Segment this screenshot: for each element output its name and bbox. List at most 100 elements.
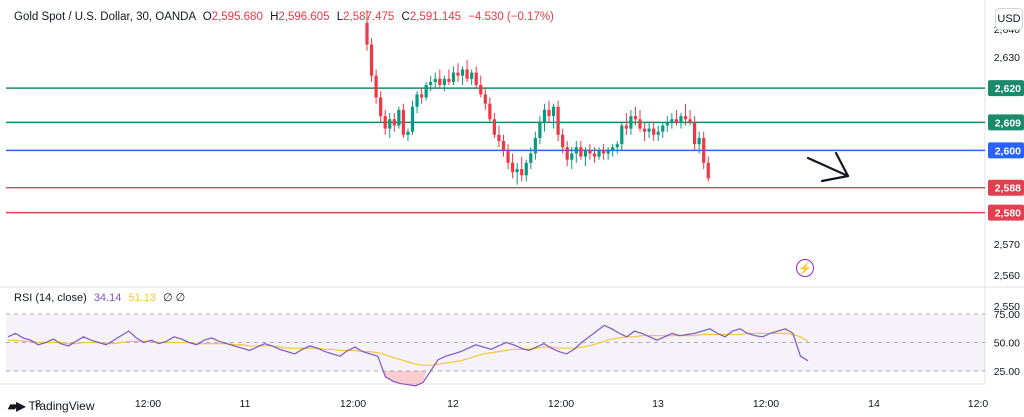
level-label: 2,580: [995, 208, 1021, 220]
candle-body: [570, 153, 574, 160]
level-badge: [988, 142, 1024, 159]
price-tick-label: 2,560: [994, 270, 1020, 282]
candle-body: [679, 116, 683, 123]
candle-body: [369, 44, 374, 76]
candle-body: [474, 72, 478, 86]
candle-body: [388, 119, 392, 129]
level-badge: [988, 204, 1024, 221]
change-value: −4.530 (−0.17%): [468, 11, 554, 23]
symbol-title: Gold Spot / U.S. Dollar, 30, OANDA: [14, 11, 196, 23]
candle-body: [374, 75, 378, 98]
candle-body: [488, 103, 492, 120]
candle-body: [642, 128, 647, 132]
candle-body: [565, 147, 569, 160]
candle-body: [624, 125, 628, 129]
candle-body: [383, 116, 387, 129]
candle-body: [492, 119, 496, 135]
candle-body: [602, 150, 606, 154]
time-tick-label: 12:00: [340, 398, 366, 410]
rsi-ma-value: 51.13: [128, 292, 156, 304]
time-tick-label: 8: [35, 398, 41, 410]
candle-body: [456, 72, 460, 76]
candle-body: [397, 109, 401, 126]
candle-body: [424, 85, 428, 98]
lightning-icon[interactable]: ⚡: [796, 259, 814, 277]
candle-body: [629, 116, 633, 129]
level-badge: [988, 114, 1024, 131]
candle-body: [652, 128, 656, 135]
candle-body: [533, 137, 537, 154]
candle-body: [611, 147, 615, 151]
candle-body: [538, 122, 542, 138]
candle-body: [506, 150, 510, 163]
candle-body: [451, 72, 456, 82]
candle-body: [683, 116, 688, 120]
price-tick-label: 2,570: [994, 239, 1020, 251]
rsi-header: RSI (14, close) 34.14 51.13 ∅ ∅: [14, 291, 185, 304]
candle-body: [620, 125, 624, 145]
low-label: L: [336, 11, 344, 23]
open-value: 2,595.680: [211, 11, 263, 23]
price-tick-label: 2,550: [994, 301, 1020, 313]
symbol-header: Gold Spot / U.S. Dollar, 30, OANDA O2,59…: [14, 11, 554, 23]
time-tick-label: 12:00: [548, 398, 574, 410]
time-tick-label: 12: [447, 398, 459, 410]
candle-body: [501, 141, 506, 151]
candle-body: [460, 69, 465, 76]
time-tick-label: 13: [652, 398, 664, 410]
candle-body: [693, 122, 697, 145]
level-label: 2,620: [995, 83, 1021, 95]
candle-body: [665, 122, 669, 126]
candle-body: [479, 85, 483, 95]
candle-body: [529, 153, 533, 163]
candle-body: [365, 22, 369, 45]
level-label: 2,609: [995, 117, 1021, 129]
candle-body: [420, 94, 424, 98]
candle-body: [433, 78, 437, 82]
candle-body: [379, 97, 383, 117]
candle-body: [524, 162, 528, 176]
candle-body: [392, 119, 396, 126]
rsi-tick-label: 75.00: [994, 309, 1020, 321]
candle-body: [579, 147, 583, 157]
candle-body: [670, 119, 674, 123]
rsi-extra: ∅ ∅: [163, 292, 186, 304]
time-tick-label: 12:00: [753, 398, 779, 410]
candle-body: [542, 109, 547, 123]
branding-text: TradingView: [28, 399, 95, 413]
candle-body: [561, 134, 565, 148]
open-label: O: [202, 11, 212, 23]
candle-body: [447, 78, 451, 82]
candle-body: [497, 134, 501, 142]
rsi-label: RSI (14, close): [14, 292, 87, 304]
candle-body: [583, 150, 587, 157]
candle-body: [606, 150, 610, 154]
candle-body: [592, 153, 597, 157]
candle-body: [547, 109, 551, 117]
time-tick-label: 14: [868, 398, 880, 410]
candle-body: [656, 131, 660, 135]
arrow-line: [806, 156, 850, 178]
candle-body: [702, 137, 706, 163]
time-tick-label: 12:0: [968, 398, 989, 410]
candle-body: [661, 125, 665, 132]
low-value: 2,587.475: [343, 11, 395, 23]
candle-body: [470, 72, 474, 79]
level-label: 2,588: [995, 183, 1021, 195]
candle-body: [556, 106, 560, 135]
tv-logo-icon: ▰▶: [8, 399, 25, 413]
candle-body: [442, 78, 446, 86]
level-label: 2,600: [995, 145, 1021, 157]
candle-body: [647, 128, 651, 132]
candle-body: [483, 94, 487, 104]
currency-button[interactable]: USD: [995, 8, 1023, 30]
candle-body: [697, 137, 701, 145]
time-tick-label: 12:00: [135, 398, 161, 410]
candle-body: [633, 116, 638, 120]
level-badge: [988, 179, 1024, 196]
candle-body: [406, 131, 410, 135]
candle-body: [574, 147, 578, 154]
rsi-oversold-fill: [382, 371, 427, 386]
candle-body: [674, 119, 678, 123]
candle-body: [688, 119, 692, 123]
